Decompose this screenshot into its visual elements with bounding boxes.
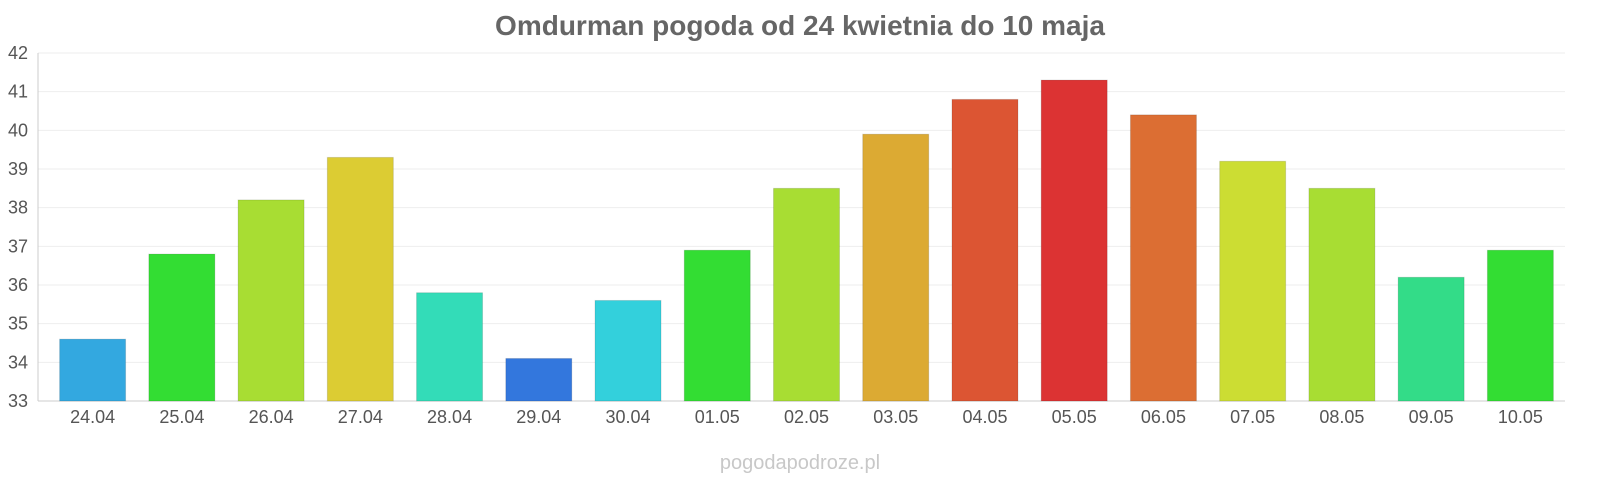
y-tick-label: 42 <box>8 43 28 63</box>
x-tick-label: 27.04 <box>338 407 383 427</box>
watermark: pogodapodroze.pl <box>719 452 881 474</box>
y-tick-label: 36 <box>8 275 28 295</box>
chart-title: Omdurman pogoda od 24 kwietnia do 10 maj… <box>495 10 1105 41</box>
x-tick-label: 04.05 <box>962 407 1007 427</box>
bar-09.05 <box>1397 276 1465 402</box>
bar-03.05 <box>862 133 930 402</box>
x-tick-label: 08.05 <box>1319 407 1364 427</box>
bar-25.04 <box>148 253 216 402</box>
x-tick-label: 05.05 <box>1052 407 1097 427</box>
bar-10.05 <box>1486 249 1554 402</box>
x-tick-label: 29.04 <box>516 407 561 427</box>
bar-27.04 <box>326 156 394 402</box>
x-tick-label: 06.05 <box>1141 407 1186 427</box>
y-tick-label: 33 <box>8 391 28 411</box>
bar-30.04 <box>594 299 662 402</box>
bar-26.04 <box>237 199 305 402</box>
bar-24.04 <box>59 338 127 402</box>
bars <box>59 79 1554 402</box>
x-tick-label: 02.05 <box>784 407 829 427</box>
bar-01.05 <box>683 249 751 402</box>
bar-29.04 <box>505 357 573 402</box>
bar-07.05 <box>1219 160 1287 402</box>
bar-02.05 <box>773 187 840 402</box>
x-tick-labels: 24.04 25.04 26.04 27.04 28.04 29.04 30.04 01.05… <box>70 407 1543 427</box>
bar-08.05 <box>1308 187 1376 402</box>
bar-04.05 <box>951 98 1019 402</box>
y-tick-label: 34 <box>8 352 28 372</box>
x-tick-label: 09.05 <box>1409 407 1454 427</box>
y-tick-label: 35 <box>8 314 28 334</box>
y-tick-label: 41 <box>8 82 28 102</box>
x-tick-label: 30.04 <box>606 407 651 427</box>
bar-06.05 <box>1129 114 1197 402</box>
y-tick-labels: 33 34 35 36 37 38 39 40 41 42 <box>8 43 28 411</box>
bar-28.04 <box>416 292 484 402</box>
y-tick-label: 37 <box>8 236 28 256</box>
x-tick-label: 01.05 <box>695 407 740 427</box>
x-tick-label: 28.04 <box>427 407 472 427</box>
bar-05.05 <box>1040 79 1108 402</box>
x-tick-label: 26.04 <box>249 407 294 427</box>
x-tick-label: 07.05 <box>1230 407 1275 427</box>
y-tick-label: 40 <box>8 120 28 140</box>
y-tick-label: 38 <box>8 198 28 218</box>
x-tick-label: 25.04 <box>159 407 204 427</box>
y-tick-label: 39 <box>8 159 28 179</box>
x-tick-label: 03.05 <box>873 407 918 427</box>
x-tick-label: 10.05 <box>1498 407 1543 427</box>
x-tick-label: 24.04 <box>70 407 115 427</box>
